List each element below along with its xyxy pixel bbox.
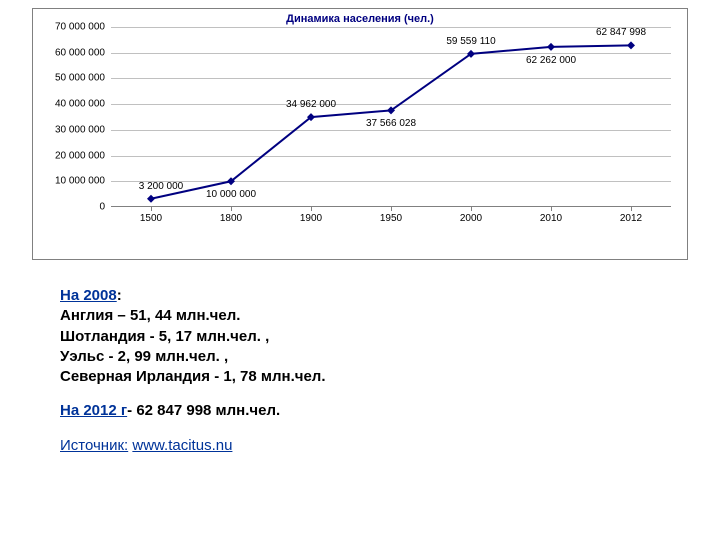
x-tick-label: 2010 [540,213,562,224]
y-tick-label: 30 000 000 [33,124,105,135]
x-tick-label: 2012 [620,213,642,224]
row-wales: Уэльс - 2, 99 млн.чел. , [60,347,720,367]
label-2008: На 2008 [60,287,117,304]
value-2012: 62 847 998 млн.чел. [136,402,280,419]
chart-container: Динамика населения (чел.) 010 000 00020 … [32,8,688,260]
colon: : [117,287,122,304]
y-tick-label: 60 000 000 [33,47,105,58]
plot-area: 010 000 00020 000 00030 000 00040 000 00… [111,27,671,237]
y-tick-label: 20 000 000 [33,150,105,161]
data-label: 10 000 000 [206,189,256,200]
label-2012: На 2012 г [60,402,127,419]
line-series [111,27,671,207]
data-label: 37 566 028 [366,118,416,129]
data-label: 34 962 000 [286,99,336,110]
row-scotland: Шотландия - 5, 17 млн.чел. , [60,327,720,347]
data-marker [547,43,555,51]
data-label: 59 559 110 [446,36,495,47]
x-tick-label: 1900 [300,213,322,224]
data-marker [147,195,155,203]
x-tick-label: 1800 [220,213,242,224]
data-marker [627,41,635,49]
chart-title: Динамика населения (чел.) [41,13,679,25]
x-tick-label: 1500 [140,213,162,224]
y-tick-label: 40 000 000 [33,99,105,110]
row-nireland: Северная Ирландия - 1, 78 млн.чел. [60,367,720,387]
x-tick-label: 1950 [380,213,402,224]
y-tick-label: 10 000 000 [33,176,105,187]
row-england: Англия – 51, 44 млн.чел. [60,306,720,326]
data-label: 3 200 000 [139,181,184,192]
data-label: 62 847 998 [596,27,646,38]
source-label: Источник: [60,437,128,454]
y-tick-label: 50 000 000 [33,73,105,84]
y-tick-label: 0 [33,202,105,213]
source-value: www.tacitus.nu [132,437,232,454]
y-tick-label: 70 000 000 [33,22,105,33]
text-block: На 2008: Англия – 51, 44 млн.чел. Шотлан… [60,286,720,456]
x-tick-label: 2000 [460,213,482,224]
data-label: 62 262 000 [526,55,576,66]
dash: - [127,402,136,419]
